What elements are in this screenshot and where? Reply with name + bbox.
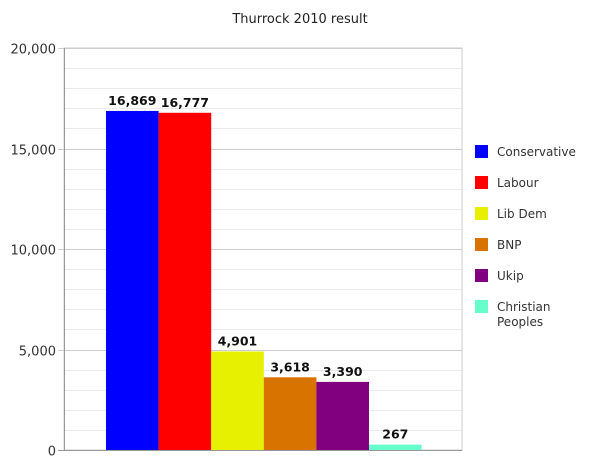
data-label: 3,618 (270, 359, 310, 374)
legend-label: Christian Peoples (497, 300, 551, 329)
legend-swatch (475, 207, 488, 220)
bar (211, 351, 264, 450)
y-tick-label: 20,000 (11, 43, 57, 58)
legend-swatch (475, 300, 488, 313)
plot-area: 0 5,000 10,000 15,000 20,000 16,869 16,777 4,90… (11, 43, 463, 460)
legend-label: Ukip (497, 269, 524, 283)
data-label: 16,869 (108, 93, 156, 108)
y-tick-label: 0 (48, 445, 56, 460)
data-label: 267 (382, 427, 408, 442)
legend-swatch (475, 269, 488, 282)
legend-label: Lib Dem (497, 207, 547, 221)
chart-title: Thurrock 2010 result (231, 12, 367, 27)
y-tick-label: 5,000 (19, 345, 56, 360)
data-label: 3,390 (323, 364, 363, 379)
bar (158, 112, 212, 451)
legend-label: Conservative (497, 145, 576, 159)
bar (263, 377, 317, 450)
data-label: 16,777 (161, 95, 209, 110)
bar (369, 444, 422, 450)
legend-label: Labour (497, 176, 539, 190)
y-tick-label: 10,000 (11, 244, 57, 259)
legend: Conservative Labour Lib Dem BNP Ukip Christia… (475, 145, 576, 329)
legend-swatch (475, 176, 488, 189)
legend-label: BNP (497, 238, 521, 252)
y-tick-label: 15,000 (11, 144, 57, 159)
legend-swatch (475, 238, 488, 251)
bar (106, 110, 159, 450)
data-label: 4,901 (218, 333, 258, 348)
bar (316, 381, 369, 450)
legend-swatch (475, 145, 488, 158)
